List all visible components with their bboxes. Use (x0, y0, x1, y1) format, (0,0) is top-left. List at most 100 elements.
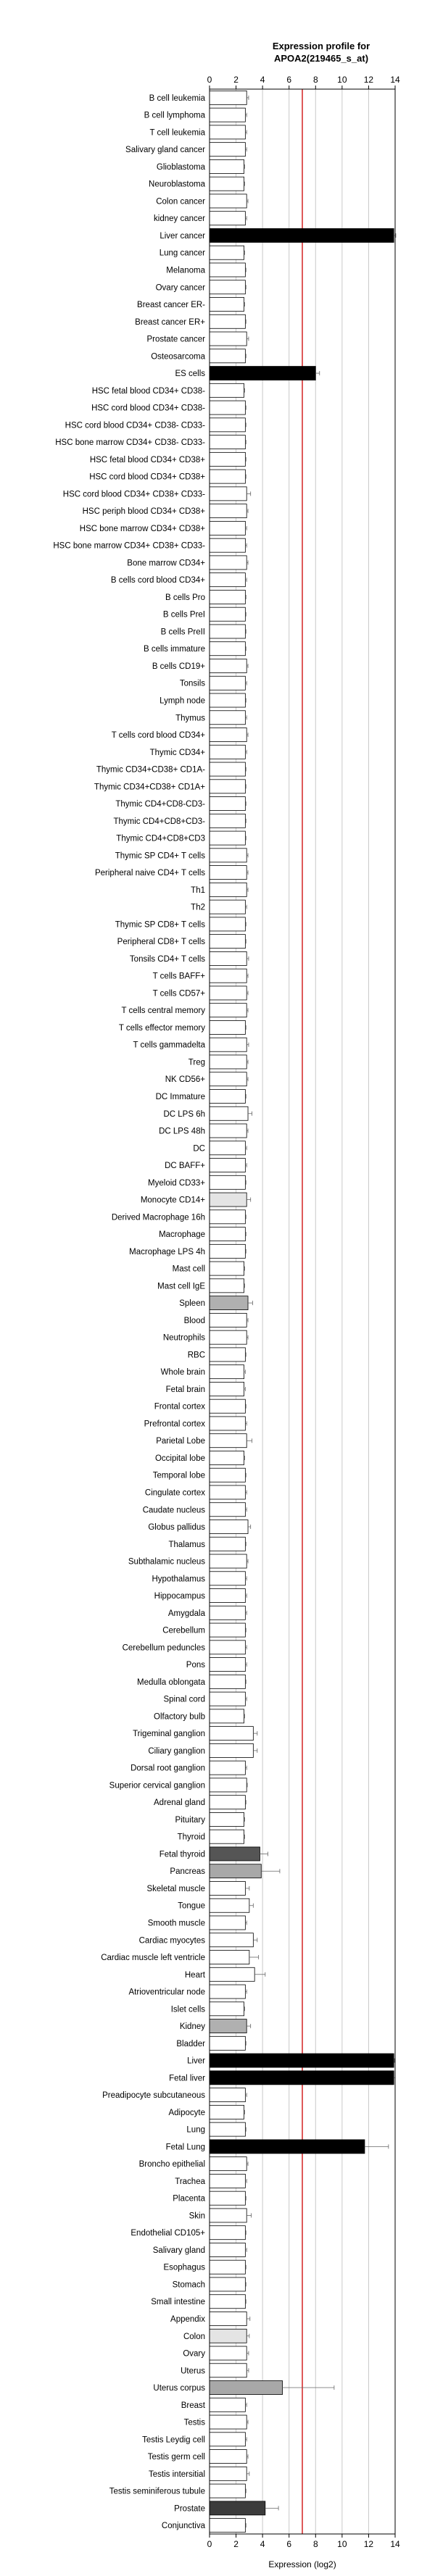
bar-85 (209, 1554, 247, 1569)
bar-122 (209, 2191, 246, 2206)
category-label-96: Ciliary ganglion (148, 1747, 205, 1756)
category-label-109: Heart (185, 1971, 206, 1980)
bar-35 (209, 693, 246, 708)
bar-7 (209, 211, 246, 226)
category-label-80: Temporal lobe (153, 1472, 205, 1480)
category-label-95: Trigeminal ganglion (133, 1730, 205, 1738)
category-label-106: Smooth muscle (148, 1920, 205, 1928)
category-label-51: T cells BAFF+ (153, 972, 206, 981)
bar-34 (209, 675, 246, 691)
bar-81 (209, 1485, 246, 1500)
bar-56 (209, 1054, 247, 1070)
category-label-47: Th2 (191, 904, 205, 912)
bar-138 (209, 2466, 247, 2481)
bottom-tick-label-10: 10 (337, 2539, 347, 2549)
category-label-112: Kidney (180, 2022, 205, 2031)
chart-title-line-1: Expression profile for (273, 41, 370, 51)
category-label-87: Hippocampus (154, 1592, 206, 1601)
category-label-9: Lung cancer (160, 249, 205, 258)
bar-28 (209, 572, 246, 588)
category-label-77: Prefrontal cortex (144, 1420, 206, 1428)
bar-80 (209, 1467, 246, 1483)
category-label-27: Bone marrow CD34+ (127, 559, 205, 567)
bottom-tick-label-12: 12 (364, 2539, 374, 2549)
category-label-140: Prostate (174, 2504, 205, 2513)
category-label-102: Fetal thyroid (160, 1850, 205, 1859)
bar-77 (209, 1416, 246, 1431)
bar-62 (209, 1158, 246, 1172)
bar-14 (209, 331, 247, 346)
category-label-11: Ovary cancer (156, 283, 206, 292)
category-label-101: Thyroid (178, 1833, 205, 1842)
x-axis-top-ticks: 0 2 4 6 8 10 12 14 (207, 75, 400, 89)
category-label-137: Testis germ cell (148, 2453, 205, 2462)
category-label-113: Bladder (176, 2040, 205, 2048)
bar-104 (209, 1881, 246, 1896)
category-label-64: Monocyte CD14+ (141, 1196, 205, 1205)
bar-29 (209, 590, 246, 604)
category-label-8: Liver cancer (160, 232, 205, 241)
category-label-72: Neutrophils (163, 1334, 205, 1343)
category-label-42: Thymic CD4+CD8+CD3- (113, 817, 205, 826)
bar-72 (209, 1330, 247, 1345)
bar-53 (209, 1003, 247, 1018)
category-labels: B cell leukemia B cell lymphoma T cell leu… (53, 94, 205, 2530)
category-label-93: Spinal cord (163, 1696, 205, 1704)
category-label-36: Thymus (175, 714, 205, 722)
category-label-139: Testis seminiferous tubule (109, 2488, 205, 2496)
bar-95 (209, 1726, 254, 1741)
bar-117 (209, 2104, 244, 2119)
bar-99 (209, 1795, 246, 1810)
category-label-90: Cerebellum peduncles (123, 1643, 206, 1652)
category-label-69: Mast cell IgE (157, 1282, 205, 1291)
category-label-1: B cell lymphoma (144, 112, 206, 120)
category-label-132: Uterus (181, 2367, 205, 2375)
bar-89 (209, 1622, 246, 1638)
bar-140 (209, 2501, 266, 2516)
bar-47 (209, 899, 246, 914)
category-label-125: Salivary gland (153, 2246, 205, 2255)
category-label-16: ES cells (175, 370, 205, 378)
category-label-127: Stomach (173, 2280, 205, 2289)
category-label-41: Thymic CD4+CD8-CD3- (115, 800, 205, 809)
bar-5 (209, 176, 244, 191)
category-label-40: Thymic CD34+CD38+ CD1A+ (94, 783, 205, 791)
category-label-111: Islet cells (171, 2005, 206, 2014)
bar-36 (209, 710, 246, 725)
category-label-55: T cells gammadelta (133, 1041, 206, 1050)
bar-60 (209, 1123, 247, 1138)
bar-125 (209, 2243, 246, 2257)
bottom-tick-label-6: 6 (286, 2539, 291, 2549)
category-label-44: Thymic SP CD4+ T cells (115, 851, 206, 860)
bar-86 (209, 1571, 246, 1586)
category-label-0: B cell leukemia (149, 94, 206, 103)
category-label-121: Trachea (175, 2177, 205, 2186)
bar-114 (209, 2053, 394, 2068)
bar-109 (209, 1967, 255, 1982)
top-tick-label-6: 6 (286, 75, 291, 85)
bar-38 (209, 744, 246, 759)
top-tick-label-10: 10 (337, 75, 347, 85)
bar-128 (209, 2294, 246, 2309)
category-label-35: Lymph node (160, 697, 205, 706)
bar-15 (209, 349, 246, 364)
bar-139 (209, 2483, 246, 2498)
category-label-28: B cells cord blood CD34+ (111, 576, 205, 585)
category-label-63: Myeloid CD33+ (148, 1179, 205, 1188)
category-label-123: Skin (189, 2212, 205, 2220)
category-label-10: Melanoma (166, 266, 205, 275)
category-label-24: HSC periph blood CD34+ CD38+ (83, 507, 206, 516)
bar-41 (209, 796, 246, 811)
bar-123 (209, 2208, 247, 2223)
category-label-30: B cells PreI (163, 611, 205, 620)
bar-130 (209, 2328, 247, 2343)
error-bars (244, 95, 397, 2528)
bar-1 (209, 107, 246, 122)
bar-26 (209, 538, 246, 553)
bar-101 (209, 1829, 244, 1844)
category-label-141: Conjunctiva (162, 2522, 206, 2530)
bar-42 (209, 813, 246, 828)
bar-71 (209, 1312, 247, 1327)
bar-121 (209, 2173, 246, 2188)
